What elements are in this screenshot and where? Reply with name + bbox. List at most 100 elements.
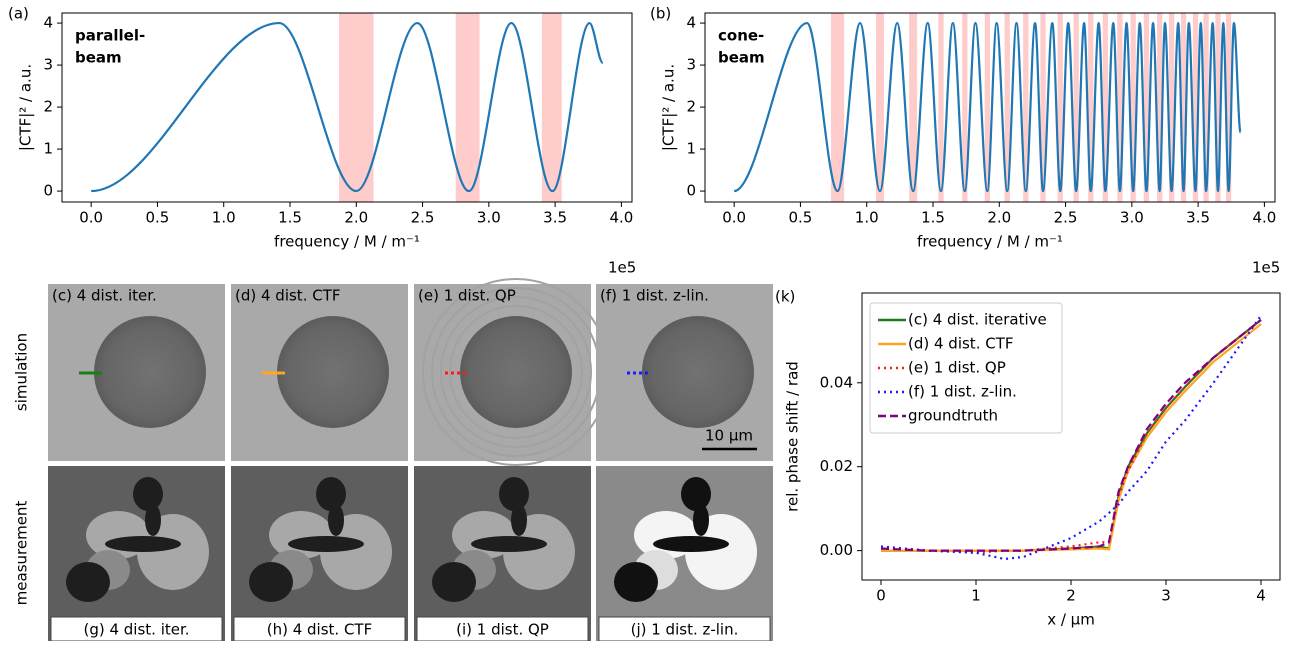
y-axis-label: rel. phase shift / rad <box>784 361 802 512</box>
grain <box>316 477 346 511</box>
x-tick-label: 0.5 <box>146 209 170 227</box>
x-offset-label: 1e5 <box>608 259 636 277</box>
annotation: parallel- <box>75 27 145 45</box>
y-tick-label: 0 <box>686 182 696 200</box>
x-tick-label: 1.5 <box>921 209 945 227</box>
axes-frame <box>861 292 1281 581</box>
row-label: simulation <box>13 333 31 411</box>
shaded-band <box>1157 13 1163 202</box>
shaded-band <box>1073 13 1079 202</box>
x-tick-label: 4.0 <box>1252 209 1276 227</box>
x-tick-label: 0 <box>876 587 886 605</box>
measurement-label-box <box>233 616 406 642</box>
shaded-band <box>541 13 562 202</box>
shaded-band <box>909 13 918 202</box>
y-axis-label: |CTF|² / a.u. <box>660 64 678 151</box>
axes-frame <box>61 12 633 203</box>
panel-label: (a) <box>8 5 29 23</box>
measurement-label: (h) 4 dist. CTF <box>267 621 372 639</box>
shaded-band <box>1180 13 1187 202</box>
x-tick-label: 0.0 <box>79 209 103 227</box>
y-tick-label: 2 <box>686 98 696 116</box>
shaded-band <box>1130 13 1136 202</box>
shaded-band <box>938 13 944 202</box>
y-tick-label: 2 <box>43 98 53 116</box>
grain <box>288 536 364 552</box>
shaded-band <box>1102 13 1108 202</box>
measurement-label: (i) 1 dist. QP <box>456 621 549 639</box>
x-tick-label: 3.5 <box>543 209 567 227</box>
shaded-band <box>1023 13 1029 202</box>
shaded-band <box>876 13 884 202</box>
shaded-band <box>1088 13 1094 202</box>
shaded-band <box>339 13 374 202</box>
grain <box>105 536 181 552</box>
measurement-label: (g) 4 dist. iter. <box>83 621 189 639</box>
grain <box>614 562 658 602</box>
measurement-label-box <box>598 616 771 642</box>
x-axis-label: x / μm <box>1047 611 1095 629</box>
x-tick-label: 1.5 <box>278 209 302 227</box>
grain <box>681 477 711 511</box>
y-tick-label: 3 <box>686 56 696 74</box>
measurement-label: (j) 1 dist. z-lin. <box>631 621 739 639</box>
grain <box>511 504 527 536</box>
data-line <box>881 323 1262 552</box>
shaded-band <box>984 13 990 202</box>
row-label: measurement <box>13 501 31 606</box>
x-tick-label: 1.0 <box>855 209 879 227</box>
shaded-band <box>1203 13 1209 202</box>
scale-bar-label: 10 µm <box>705 427 753 445</box>
annotation: cone- <box>718 27 764 45</box>
panel-label: (k) <box>775 288 795 306</box>
grain <box>499 477 529 511</box>
measurement-label-box <box>50 616 223 642</box>
data-line <box>91 21 604 193</box>
y-tick-label: 0.02 <box>820 457 853 475</box>
x-tick-label: 0.0 <box>722 209 746 227</box>
x-tick-label: 4.0 <box>609 209 633 227</box>
grain <box>653 536 729 552</box>
shaded-band <box>455 13 480 202</box>
grain <box>145 504 161 536</box>
shaded-band <box>1215 13 1221 202</box>
measurement-label-box <box>416 616 589 642</box>
grain <box>471 536 547 552</box>
shaded-band <box>1040 13 1046 202</box>
sample-disc <box>460 316 572 428</box>
x-tick-label: 2.5 <box>411 209 435 227</box>
axes-frame <box>704 12 1276 203</box>
y-tick-label: 3 <box>43 56 53 74</box>
x-tick-label: 3.0 <box>1120 209 1144 227</box>
shaded-band <box>830 13 845 202</box>
shaded-band <box>1004 13 1010 202</box>
x-tick-label: 2.5 <box>1054 209 1078 227</box>
ring-artifact <box>449 305 583 439</box>
x-tick-label: 1.0 <box>212 209 236 227</box>
grain <box>432 562 476 602</box>
y-tick-label: 0 <box>43 182 53 200</box>
data-line <box>880 318 1262 552</box>
simulation-label: (c) 4 dist. iter. <box>52 287 157 305</box>
x-tick-label: 1 <box>971 587 981 605</box>
x-axis-label: frequency / M / m⁻¹ <box>274 233 420 251</box>
legend-label: (d) 4 dist. CTF <box>908 335 1014 353</box>
data-line <box>880 315 1262 561</box>
shaded-band <box>1143 13 1150 202</box>
legend-label: (e) 1 dist. QP <box>908 359 1006 377</box>
x-tick-label: 3 <box>1161 587 1171 605</box>
x-tick-label: 2.0 <box>344 209 368 227</box>
shaded-band <box>1168 13 1175 202</box>
simulation-label: (e) 1 dist. QP <box>418 287 516 305</box>
annotation: beam <box>75 49 122 67</box>
data-line <box>733 21 1242 193</box>
shaded-band <box>1117 13 1123 202</box>
x-tick-label: 2.0 <box>987 209 1011 227</box>
x-tick-label: 4 <box>1256 587 1266 605</box>
y-tick-label: 1 <box>686 140 696 158</box>
sample-disc <box>642 316 754 428</box>
x-axis-label: frequency / M / m⁻¹ <box>917 233 1063 251</box>
grain <box>133 477 163 511</box>
legend-label: groundtruth <box>908 407 998 425</box>
simulation-label: (d) 4 dist. CTF <box>235 287 341 305</box>
